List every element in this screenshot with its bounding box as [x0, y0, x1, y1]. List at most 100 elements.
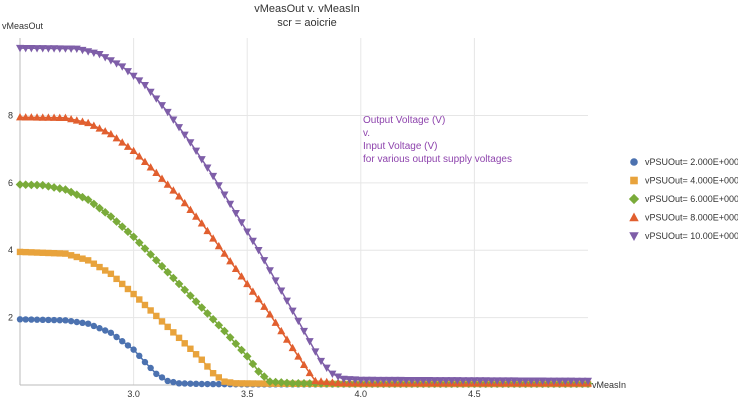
data-point — [152, 95, 161, 103]
data-point — [261, 380, 268, 387]
data-point — [113, 275, 120, 283]
data-point — [532, 377, 541, 385]
y-tick-label: 6 — [8, 178, 13, 188]
data-point — [96, 263, 103, 271]
data-point — [33, 316, 41, 323]
data-point — [135, 77, 144, 85]
data-point — [55, 184, 65, 193]
data-point — [226, 200, 235, 209]
data-point — [174, 279, 184, 289]
data-point — [328, 370, 337, 378]
data-point — [56, 250, 63, 257]
data-point — [208, 314, 218, 324]
data-point — [379, 376, 388, 385]
data-point — [584, 377, 592, 386]
data-point — [101, 127, 110, 135]
data-point — [288, 343, 297, 352]
annotation-line-4: for various output supply voltages — [363, 154, 512, 165]
data-point — [430, 377, 439, 385]
data-point — [130, 290, 137, 298]
x-tick-label: 4.5 — [468, 389, 481, 399]
data-point — [215, 380, 222, 388]
data-point — [39, 316, 46, 324]
data-point — [220, 326, 229, 336]
data-point — [311, 348, 320, 356]
data-point — [180, 285, 190, 295]
data-point — [163, 267, 172, 277]
data-point — [362, 376, 371, 385]
data-point — [214, 241, 223, 250]
data-point — [113, 333, 120, 341]
data-point — [50, 113, 59, 121]
data-point — [436, 377, 445, 385]
data-point — [28, 249, 35, 256]
data-point — [112, 134, 121, 142]
x-axis-label: vMeasIn — [592, 380, 626, 390]
data-point — [16, 44, 24, 53]
data-point — [79, 319, 86, 327]
data-point — [198, 356, 205, 363]
legend-entry: vPSUOut= 4.000E+000 — [645, 176, 738, 186]
data-point — [118, 138, 127, 146]
data-point — [464, 377, 473, 385]
data-point — [33, 45, 42, 53]
data-point — [147, 364, 154, 372]
legend-entry: vPSUOut= 2.000E+000 — [645, 157, 738, 167]
data-point — [21, 180, 30, 190]
data-point — [83, 195, 93, 205]
data-point — [50, 45, 59, 53]
data-point — [271, 277, 280, 285]
data-point — [220, 249, 229, 257]
legend-marker — [630, 158, 638, 166]
data-point — [136, 352, 143, 360]
data-point — [56, 316, 63, 324]
data-point — [538, 377, 547, 385]
data-point — [300, 360, 308, 368]
data-point — [390, 376, 399, 385]
data-point — [90, 260, 98, 267]
data-point — [67, 317, 75, 325]
data-point — [95, 124, 104, 132]
data-point — [192, 351, 200, 358]
data-point — [158, 174, 166, 182]
data-point — [158, 318, 166, 325]
data-point — [254, 247, 263, 255]
data-point — [45, 249, 52, 257]
data-point — [424, 377, 433, 385]
data-point — [209, 370, 217, 377]
data-point — [107, 329, 115, 336]
x-tick-label: 3.5 — [241, 389, 254, 399]
data-point — [146, 88, 155, 97]
data-point — [152, 168, 161, 176]
data-point — [413, 376, 422, 385]
legend-entry: vPSUOut= 6.000E+000 — [645, 194, 738, 204]
data-point — [135, 152, 144, 160]
data-point — [254, 294, 263, 303]
legend-entry: vPSUOut= 10.00E+000 — [645, 231, 738, 241]
data-point — [561, 377, 570, 386]
data-point — [106, 129, 115, 138]
series-markers-3 — [15, 180, 593, 388]
data-point — [130, 346, 137, 353]
data-point — [158, 374, 166, 381]
data-point — [282, 378, 292, 388]
data-point — [141, 358, 149, 366]
data-point — [226, 257, 235, 265]
data-point — [119, 338, 126, 345]
data-point — [140, 157, 149, 166]
data-point — [238, 380, 245, 387]
data-point — [186, 205, 195, 214]
data-point — [38, 113, 47, 121]
series-markers — [15, 44, 593, 388]
data-point — [566, 377, 575, 386]
data-point — [62, 250, 69, 257]
data-point — [214, 182, 223, 190]
data-point — [106, 212, 116, 221]
data-point — [265, 377, 275, 386]
legend-marker — [629, 212, 639, 222]
data-point — [242, 352, 252, 361]
data-point — [45, 316, 52, 324]
data-point — [209, 234, 218, 242]
data-point — [442, 377, 450, 385]
legend-marker — [628, 193, 640, 205]
